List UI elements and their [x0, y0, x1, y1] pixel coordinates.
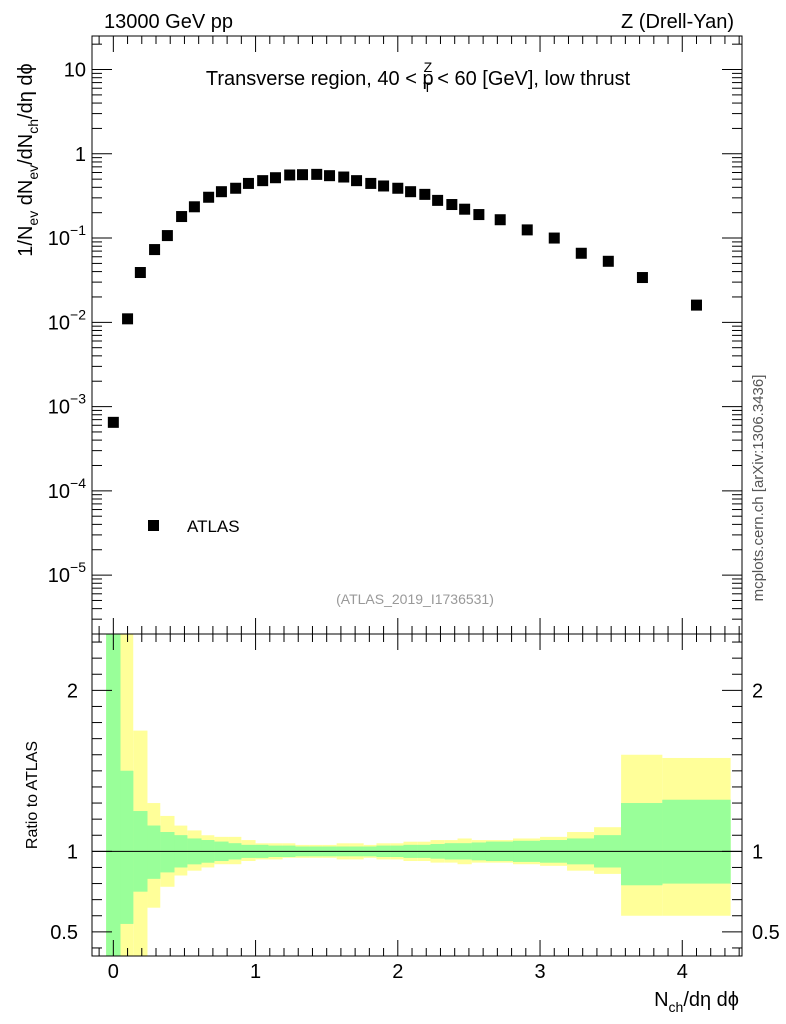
watermark: (ATLAS_2019_I1736531)	[336, 591, 494, 607]
data-point	[494, 214, 506, 226]
ratio-y-tick-label: 1	[67, 841, 78, 863]
x-tick-label: 2	[392, 961, 403, 983]
ratio-ticks	[92, 634, 742, 956]
data-point	[122, 313, 134, 325]
data-point	[473, 209, 485, 221]
x-tick-labels: 0 1 2 3 4	[108, 961, 688, 983]
title-sub: T	[423, 79, 432, 95]
title-sup: Z	[424, 59, 433, 75]
data-point	[134, 267, 146, 279]
x-tick-label: 3	[534, 961, 545, 983]
band-stat-top	[120, 770, 134, 924]
data-point	[107, 416, 119, 428]
data-point	[446, 199, 458, 211]
data-point	[176, 211, 188, 223]
header-right: Z (Drell-Yan)	[621, 11, 734, 33]
y-tick-label: 10−5	[48, 559, 86, 587]
main-y-axis-label: 1/Nev dNev/dNch/dη dϕ	[15, 63, 41, 256]
ratio-y-tick-label-right: 1	[752, 841, 763, 863]
band-stat-top	[147, 825, 161, 879]
data-point	[690, 299, 702, 311]
main-data-points	[107, 168, 702, 428]
title-before: Transverse region, 40 < p	[206, 68, 434, 90]
data-point	[324, 170, 336, 182]
data-point	[311, 168, 323, 180]
data-point	[149, 244, 161, 256]
legend-marker	[148, 520, 159, 531]
ratio-panel: 0.5 0.5 1 1 2 2 0 1 2 3 4 Ratio to ATLAS Nch/dη d…	[24, 633, 780, 1015]
x-tick-label: 0	[108, 961, 119, 983]
main-frame	[91, 35, 743, 635]
data-point	[351, 175, 363, 187]
ratio-y-tick-label: 2	[67, 680, 78, 702]
data-point	[378, 180, 390, 192]
ratio-y-tick-label-right: 0.5	[752, 922, 780, 944]
data-point	[284, 169, 296, 181]
y-tick-label: 1	[75, 144, 86, 166]
ratio-y-tick-label: 0.5	[50, 922, 78, 944]
data-point	[297, 169, 309, 181]
y-tick-label: 10−3	[48, 391, 86, 419]
data-point	[257, 175, 269, 187]
data-point	[602, 255, 614, 267]
data-point	[459, 203, 471, 215]
data-point	[392, 182, 404, 194]
ratio-frame	[91, 633, 743, 957]
ratio-y-axis-label: Ratio to ATLAS	[24, 741, 41, 849]
data-point	[575, 247, 587, 259]
data-point	[405, 186, 417, 198]
data-point	[338, 171, 350, 183]
main-ticks	[92, 36, 742, 635]
x-tick-label: 1	[250, 961, 261, 983]
band-stat-top	[106, 634, 121, 956]
data-point	[432, 194, 444, 206]
x-axis-label: Nch/dη dϕ	[654, 989, 739, 1015]
main-panel: 10 1 10−1 10−2 10−3 10−4 10−5 Transverse regio…	[15, 35, 743, 635]
main-y-tick-labels: 10 1 10−1 10−2 10−3 10−4 10−5	[48, 60, 86, 588]
title-after: < 60 [GeV], low thrust	[432, 68, 631, 90]
y-tick-label: 10	[64, 60, 86, 82]
data-point	[161, 230, 173, 242]
data-point	[548, 232, 560, 244]
y-tick-label: 10−4	[48, 475, 86, 503]
data-point	[521, 224, 533, 236]
ratio-y-tick-labels: 0.5 0.5 1 1 2 2	[50, 680, 780, 944]
ratio-bands	[106, 634, 731, 956]
data-point	[215, 186, 227, 198]
data-point	[203, 191, 215, 203]
x-tick-label: 4	[677, 961, 688, 983]
y-tick-label: 10−2	[48, 306, 86, 334]
header-left: 13000 GeV pp	[104, 11, 233, 33]
side-label: mcplots.cern.ch [arXiv:1306.3436]	[750, 375, 767, 602]
legend-label-atlas: ATLAS	[187, 517, 240, 536]
data-point	[419, 188, 431, 200]
ratio-y-tick-label-right: 2	[752, 680, 763, 702]
main-title: Transverse region, 40 < pZ T < 60 [GeV], …	[206, 59, 631, 95]
data-point	[188, 201, 200, 213]
y-tick-label: 10−1	[48, 222, 86, 250]
data-point	[230, 182, 242, 194]
band-stat-top	[621, 803, 663, 886]
band-stat-top	[662, 799, 731, 884]
data-point	[269, 172, 281, 184]
data-point	[365, 177, 377, 189]
data-point	[636, 272, 648, 284]
data-point	[242, 177, 254, 189]
band-stat-top	[160, 832, 175, 873]
